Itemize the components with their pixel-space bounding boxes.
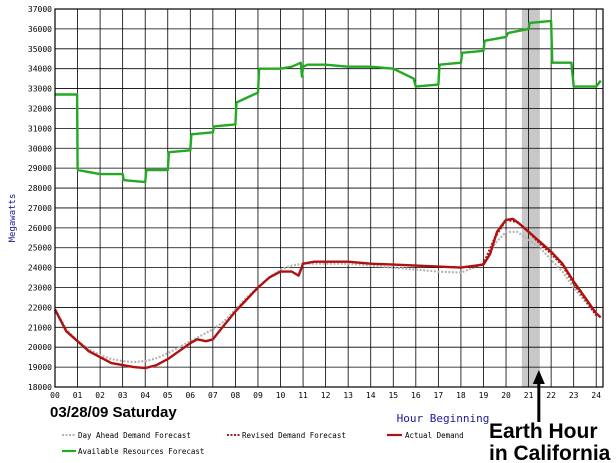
plot-frame: [54, 8, 604, 388]
x-tick-labels: 00 01 02 03 04 05 06 07 08 09 10 11 12 13 14 15 16 17 18 19…: [50, 391, 601, 400]
y-tick-label: 34000: [28, 65, 52, 74]
x-tick-label: 12: [321, 391, 331, 400]
x-tick-label: 23: [569, 391, 579, 400]
legend-item-available: Available Resources Forecast: [62, 447, 204, 456]
y-tick-label: 37000: [28, 5, 52, 14]
y-tick-label: 19000: [28, 363, 52, 372]
x-tick-label: 08: [231, 391, 241, 400]
x-tick-label: 11: [298, 391, 308, 400]
x-tick-label: 17: [434, 391, 444, 400]
y-tick-label: 25000: [28, 244, 52, 253]
y-tick-label: 20000: [28, 343, 52, 352]
y-tick-label: 26000: [28, 224, 52, 233]
y-tick-label: 36000: [28, 25, 52, 34]
x-tick-label: 05: [163, 391, 173, 400]
annotation-arrow-head: [532, 370, 545, 384]
x-tick-label: 10: [276, 391, 286, 400]
legend-label-day-ahead: Day Ahead Demand Forecast: [78, 431, 191, 440]
y-tick-label: 33000: [28, 85, 52, 94]
x-tick-label: 04: [140, 391, 150, 400]
x-tick-label: 02: [95, 391, 105, 400]
legend-label-available: Available Resources Forecast: [78, 447, 204, 456]
y-tick-label: 24000: [28, 264, 52, 273]
legend-item-revised: Revised Demand Forecast: [227, 431, 346, 440]
y-tick-label: 30000: [28, 144, 52, 153]
x-tick-label: 24: [591, 391, 601, 400]
legend: Day Ahead Demand Forecast Revised Demand…: [62, 431, 464, 456]
x-tick-label: 13: [343, 391, 353, 400]
date-label: 03/28/09 Saturday: [50, 404, 177, 421]
x-tick-label: 09: [253, 391, 263, 400]
x-tick-label: 16: [411, 391, 421, 400]
series-line-actual-demand: [53, 217, 602, 370]
series-line-day-ahead-demand-forecast: [54, 230, 598, 364]
x-tick-label: 03: [118, 391, 128, 400]
y-tick-label: 28000: [28, 184, 52, 193]
x-tick-label: 06: [185, 391, 195, 400]
x-tick-label: 00: [50, 391, 60, 400]
series-lines: [53, 19, 602, 370]
y-axis-label: Megawatts: [8, 194, 18, 243]
series-line-available-resources-forecast: [55, 19, 602, 184]
legend-item-day-ahead: Day Ahead Demand Forecast: [62, 431, 191, 440]
legend-label-revised: Revised Demand Forecast: [242, 431, 346, 440]
x-tick-label: 07: [208, 391, 218, 400]
y-tick-label: 32000: [28, 104, 52, 113]
y-tick-label: 23000: [28, 284, 52, 293]
x-tick-label: 20: [501, 391, 511, 400]
x-tick-label: 22: [546, 391, 556, 400]
y-tick-label: 18000: [28, 383, 52, 392]
x-tick-label: 21: [524, 391, 534, 400]
y-tick-label: 29000: [28, 164, 52, 173]
legend-item-actual: Actual Demand: [387, 431, 464, 440]
y-tick-label: 22000: [28, 303, 52, 312]
x-tick-label: 15: [388, 391, 398, 400]
x-tick-label: 19: [479, 391, 489, 400]
x-tick-label: 18: [456, 391, 466, 400]
legend-label-actual: Actual Demand: [405, 431, 464, 440]
y-tick-label: 31000: [28, 124, 52, 133]
earth-hour-highlight-band: [521, 9, 540, 387]
x-tick-label: 14: [366, 391, 376, 400]
annotation-line-1: Earth Hour: [489, 420, 598, 443]
y-tick-labels: 18000 19000 20000 21000 22000 23000 24000 25000…: [28, 5, 52, 392]
x-axis-label: Hour Beginning: [397, 412, 490, 425]
annotation-line-2: in California: [489, 442, 611, 463]
x-tick-label: 01: [73, 391, 83, 400]
y-tick-label: 21000: [28, 323, 52, 332]
earth-hour-annotation: Earth Hour in California: [489, 370, 611, 463]
y-tick-label: 35000: [28, 45, 52, 54]
y-tick-label: 27000: [28, 204, 52, 213]
